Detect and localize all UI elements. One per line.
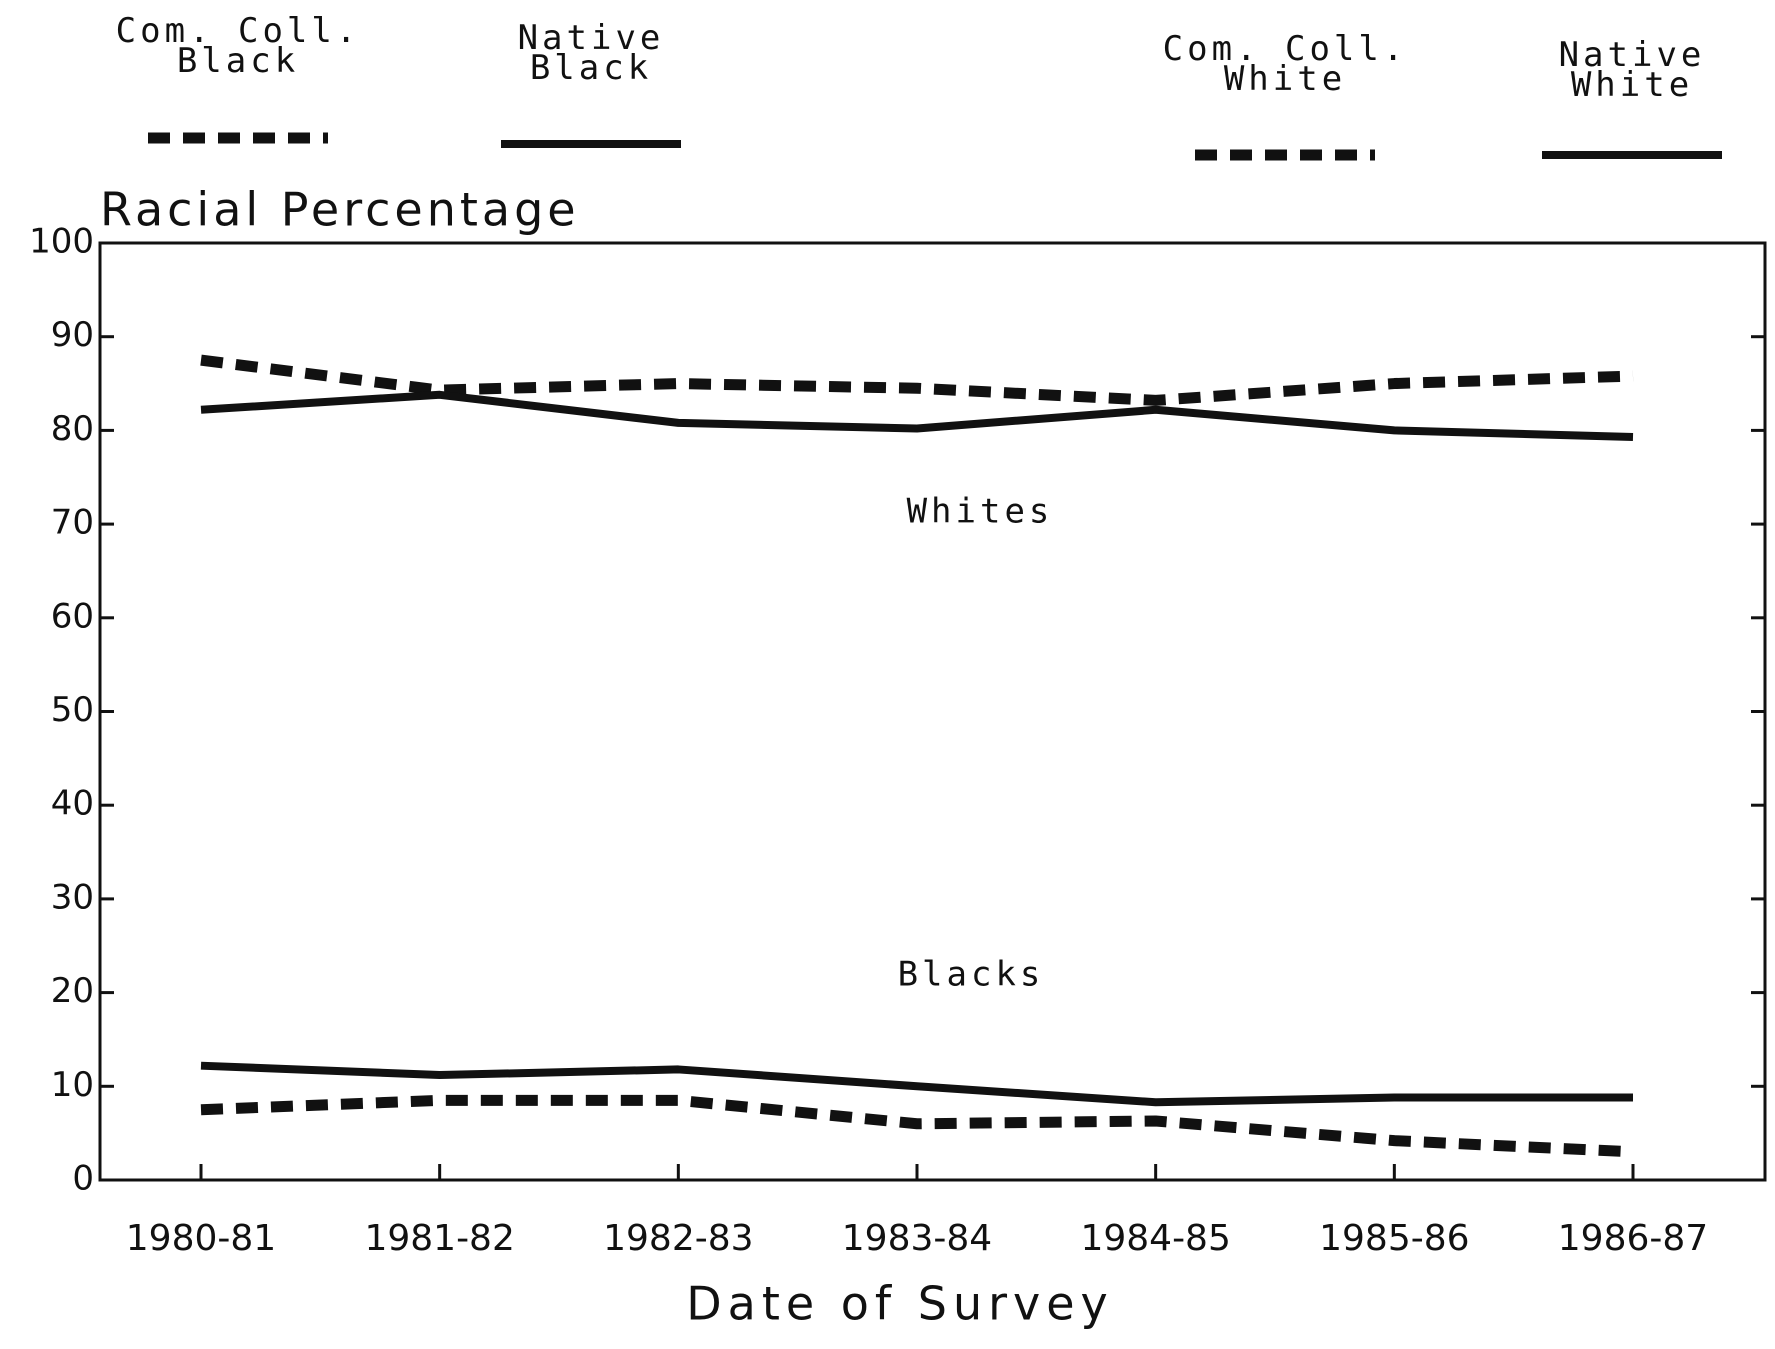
x-tick-label: 1982-83 xyxy=(603,1218,753,1259)
y-axis-title: Racial Percentage xyxy=(100,183,580,237)
legend-label: Com. Coll. Black xyxy=(115,11,361,81)
legend-label: Native White xyxy=(1558,35,1706,105)
series-line xyxy=(200,390,1634,441)
y-tick-label: 30 xyxy=(51,877,94,917)
y-tick-label: 0 xyxy=(72,1159,94,1199)
series-line xyxy=(200,1094,1634,1158)
x-tick-label: 1980-81 xyxy=(126,1218,276,1259)
x-tick-label: 1986-87 xyxy=(1558,1218,1708,1259)
x-tick-label: 1983-84 xyxy=(842,1218,992,1259)
annotation: Blacks xyxy=(898,955,1045,995)
y-tick-label: 20 xyxy=(51,971,94,1011)
y-tick-label: 80 xyxy=(51,409,94,449)
y-tick-label: 70 xyxy=(51,503,94,543)
series-line xyxy=(200,354,1634,406)
x-tick-label: 1981-82 xyxy=(364,1218,514,1259)
y-tick-label: 10 xyxy=(51,1065,94,1105)
y-tick-label: 40 xyxy=(51,784,94,824)
y-tick-label: 90 xyxy=(51,315,94,355)
legend-label: Native Black xyxy=(517,18,665,88)
y-tick-label: 50 xyxy=(51,690,94,730)
series-line xyxy=(200,1061,1633,1107)
y-tick-label: 100 xyxy=(29,222,94,262)
x-axis-title: Date of Survey xyxy=(686,1277,1114,1331)
x-tick-label: 1985-86 xyxy=(1319,1218,1469,1259)
legend-label: Com. Coll. White xyxy=(1162,29,1408,99)
x-tick-label: 1984-85 xyxy=(1080,1218,1230,1259)
y-tick-label: 60 xyxy=(51,596,94,636)
annotation: Whites xyxy=(907,492,1054,532)
